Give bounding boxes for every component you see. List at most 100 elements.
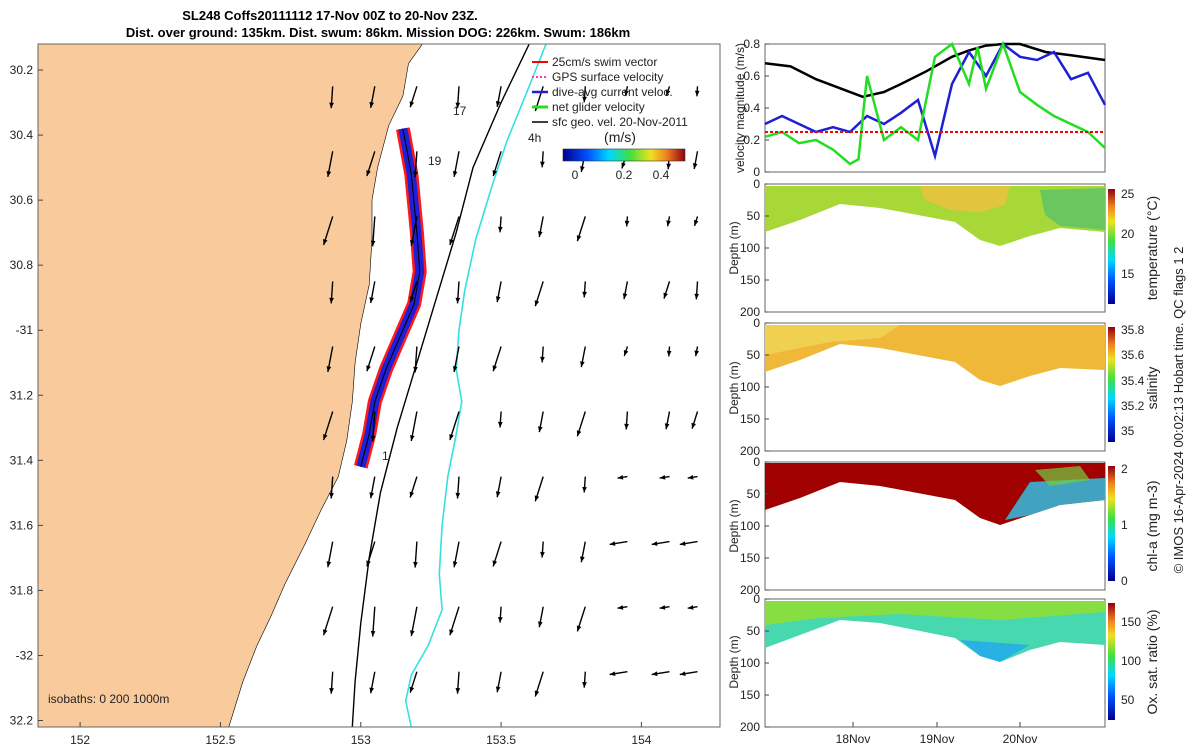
geo-arrow-head-89: [651, 671, 658, 676]
temperature-cbar-tick-2: 15: [1121, 267, 1135, 281]
temperature-panel: Depth (m) 25 20 15 temperature (°C): [727, 183, 1160, 313]
isobath-200m: [404, 44, 547, 727]
depth-tick-label-0-1: 50: [747, 209, 761, 223]
map-ytick-label-5: 31.2: [10, 388, 34, 402]
salinity-cbar-tick-0: 35.8: [1121, 323, 1145, 337]
depth-tick-label-0-0: 0: [753, 177, 760, 191]
salinity-cbar-label: salinity: [1144, 367, 1160, 410]
geo-arrow-head-72: [624, 220, 630, 227]
depth-tick-label-3-3: 150: [740, 688, 760, 702]
geo-arrow-head-82: [666, 220, 671, 227]
geo-arrow-head-49: [495, 686, 501, 693]
geo-arrow-head-56: [534, 495, 540, 502]
geo-arrow-head-10: [369, 102, 374, 108]
map-ytick-label-1: 30.4: [10, 128, 34, 142]
map-colorbar-tick-0: 0: [572, 168, 579, 182]
map-ytick-label-7: 31.6: [10, 518, 34, 532]
geo-arrow-head-74: [623, 350, 629, 356]
depth-tick-label-0-2: 100: [740, 241, 760, 255]
depth-tick-label-2-3: 150: [740, 551, 760, 565]
credit-text: © IMOS 16-Apr-2024 00:02:13 Hobart time.…: [1171, 247, 1186, 574]
map-xtick-label-4: 154: [631, 733, 651, 747]
chla-ylabel: Depth (m): [727, 499, 741, 552]
geo-arrow-head-26: [409, 491, 415, 498]
geo-arrow-head-63: [582, 291, 587, 298]
geo-arrow-head-70: [624, 90, 629, 97]
salinity-cbar-tick-2: 35.4: [1121, 374, 1145, 388]
depth-tick-label-1-4: 200: [740, 444, 760, 458]
geo-arrow-head-9: [329, 688, 334, 694]
depth-tick-label-3-0: 0: [753, 592, 760, 606]
geo-arrow-head-32: [449, 239, 454, 245]
velocity-ytick-label-0: 0: [753, 165, 760, 179]
oxygen-cbar-tick-2: 50: [1121, 693, 1135, 707]
track-label-2: 1: [382, 449, 389, 463]
geo-arrow-head-47: [492, 560, 498, 567]
velocity-ytick-label-2: 0.4: [743, 101, 760, 115]
depth-tick-label-2-2: 100: [740, 519, 760, 533]
geo-arrow-head-25: [410, 435, 415, 441]
oxygen-cbar-label: Ox. sat. ratio (%): [1144, 609, 1160, 714]
velocity-ytick-label-3: 0.6: [743, 69, 760, 83]
velocity-ytick-label-4: 0.8: [743, 37, 760, 51]
geo-arrow-head-58: [538, 621, 543, 628]
geo-arrow-head-8: [323, 629, 328, 636]
geo-arrow-head-17: [366, 560, 371, 567]
legend-entry-4: sfc geo. vel. 20-Nov-2011: [552, 115, 688, 129]
geo-arrow-head-38: [449, 629, 454, 636]
geo-arrow-head-77: [609, 541, 616, 546]
geo-arrow-head-42: [498, 226, 503, 233]
chla-panel: Depth (m) 2 1 0 chl-a (mg m-3): [727, 461, 1160, 591]
track-label-1: 19: [428, 154, 442, 168]
velocity-ticks: 0 0.2 0.4 0.6 0.8: [743, 37, 769, 179]
geo-arrow-head-65: [576, 430, 582, 437]
temperature-warm-patch: [920, 186, 1010, 212]
depth-tick-label-0-3: 150: [740, 273, 760, 287]
map-frame: [37, 43, 721, 728]
geo-arrow-head-20: [409, 101, 415, 108]
geo-arrow-head-71: [621, 162, 626, 169]
salinity-light-patch: [765, 325, 900, 355]
geo-arrow-head-95: [691, 422, 696, 429]
temperature-cbar-tick-0: 25: [1121, 187, 1135, 201]
chla-colorbar: [1108, 466, 1115, 581]
depth-tick-label-1-3: 150: [740, 412, 760, 426]
depth-tick-label-0-4: 200: [740, 305, 760, 319]
geo-arrow-head-28: [410, 630, 415, 637]
geo-arrow-head-16: [369, 492, 374, 499]
geo-arrow-head-3: [329, 297, 334, 304]
geo-arrow-head-91: [692, 163, 698, 169]
velocity-series-1: [764, 42, 1107, 161]
geo-arrow-head-73: [622, 293, 628, 300]
map-xtick-label-2: 153: [351, 733, 371, 747]
chla-cbar-tick-0: 2: [1121, 462, 1128, 476]
geo-arrow-head-11: [366, 170, 371, 177]
map-ytick-label-2: 30.6: [10, 193, 34, 207]
legend-entry-3: net glider velocity: [552, 100, 645, 114]
map-xtick-label-3: 153.5: [486, 733, 516, 747]
oxygen-low-patch: [960, 640, 1030, 662]
geo-arrow-head-31: [452, 171, 458, 177]
geo-arrow-head-62: [576, 235, 582, 242]
temperature-cbar-label: temperature (°C): [1144, 196, 1160, 300]
depth-tick-label-2-1: 50: [747, 487, 761, 501]
geo-arrow-head-22: [410, 240, 415, 246]
salinity-panel: Depth (m) 35.8 35.6 35.4 35.2 35 salinit…: [727, 322, 1160, 452]
geo-arrow-head-75: [624, 423, 629, 430]
velocity-ytick-label-1: 0.2: [743, 133, 760, 147]
geo-arrow-head-37: [452, 561, 458, 568]
temperature-cbar-tick-1: 20: [1121, 227, 1135, 241]
map-xtick-label-1: 152.5: [205, 733, 235, 747]
time-tick-0: 18Nov: [836, 732, 871, 746]
time-tick-1: 19Nov: [920, 732, 955, 746]
salinity-cbar-tick-3: 35.2: [1121, 399, 1145, 413]
map-ytick-label-6: 31.4: [10, 453, 34, 467]
velocity-series-2: [764, 40, 1106, 166]
depth-tick-label-3-1: 50: [747, 624, 761, 638]
geo-arrow-head-5: [323, 434, 328, 441]
track-label-3: 4h: [528, 131, 541, 145]
geo-arrow-head-29: [409, 686, 415, 693]
geo-arrow-head-93: [694, 293, 699, 300]
oxygen-panel: Depth (m) 150 100 50 Ox. sat. ratio (%): [727, 598, 1160, 728]
geo-arrow-head-88: [659, 605, 666, 610]
